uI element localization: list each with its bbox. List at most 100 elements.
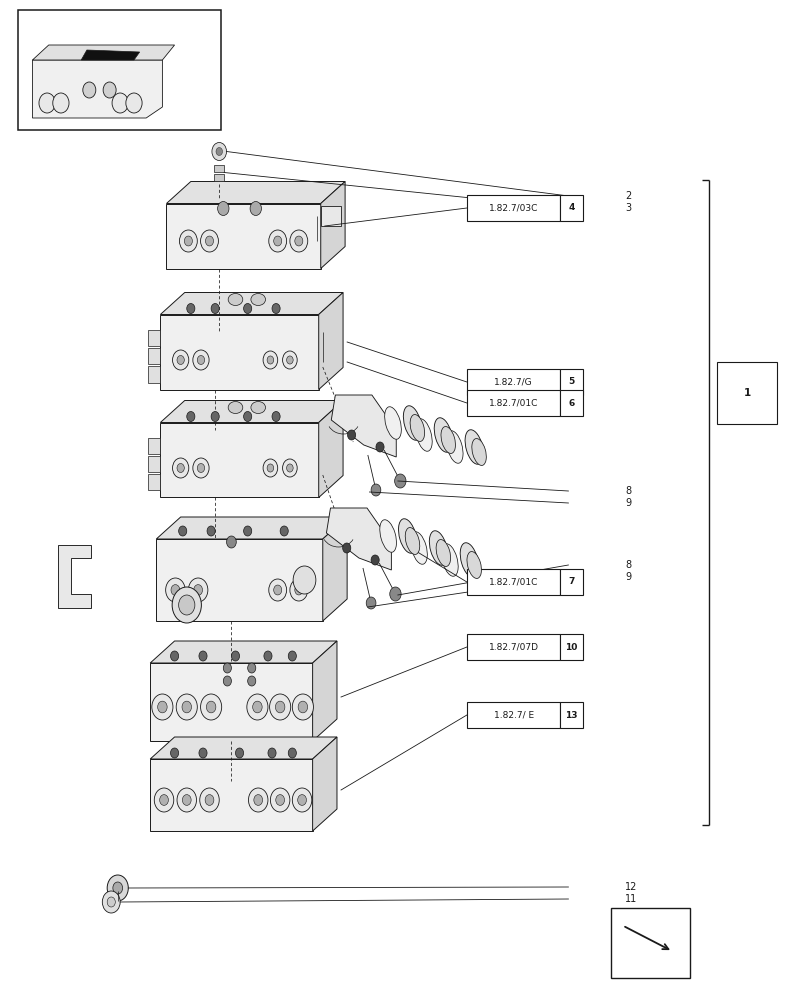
Circle shape (188, 578, 208, 602)
Circle shape (212, 142, 226, 160)
Text: 6: 6 (568, 398, 574, 408)
Circle shape (172, 458, 188, 478)
Ellipse shape (228, 294, 242, 306)
Circle shape (282, 459, 297, 477)
Polygon shape (156, 517, 346, 539)
Ellipse shape (429, 531, 447, 565)
Circle shape (292, 694, 313, 720)
Polygon shape (318, 292, 342, 389)
FancyBboxPatch shape (160, 422, 318, 497)
Circle shape (172, 587, 201, 623)
Circle shape (177, 788, 196, 812)
Circle shape (280, 526, 288, 536)
Circle shape (293, 566, 315, 594)
Circle shape (250, 202, 261, 216)
Text: 3: 3 (624, 203, 631, 213)
FancyBboxPatch shape (148, 456, 161, 472)
Polygon shape (81, 50, 139, 60)
Ellipse shape (405, 528, 419, 554)
FancyBboxPatch shape (150, 759, 312, 831)
Circle shape (247, 694, 268, 720)
Circle shape (199, 748, 207, 758)
Circle shape (200, 788, 219, 812)
Circle shape (294, 585, 303, 595)
Ellipse shape (446, 431, 462, 463)
FancyBboxPatch shape (560, 390, 582, 416)
Circle shape (290, 579, 307, 601)
Text: 11: 11 (624, 894, 637, 904)
Circle shape (268, 230, 286, 252)
Circle shape (371, 555, 379, 565)
Circle shape (243, 412, 251, 422)
Text: 9: 9 (624, 572, 631, 582)
Ellipse shape (398, 519, 416, 553)
Circle shape (211, 412, 219, 422)
FancyBboxPatch shape (148, 348, 161, 364)
Circle shape (243, 526, 251, 536)
Circle shape (247, 663, 255, 673)
FancyBboxPatch shape (466, 369, 560, 395)
Circle shape (170, 651, 178, 661)
Circle shape (286, 464, 293, 472)
Text: 1: 1 (743, 388, 749, 398)
Circle shape (375, 442, 384, 452)
Circle shape (275, 701, 285, 713)
Ellipse shape (466, 552, 481, 578)
Polygon shape (312, 641, 337, 741)
FancyBboxPatch shape (560, 195, 582, 221)
Polygon shape (150, 737, 337, 759)
Polygon shape (312, 737, 337, 831)
Ellipse shape (384, 407, 401, 439)
Circle shape (192, 350, 208, 370)
Circle shape (267, 356, 273, 364)
Circle shape (268, 579, 286, 601)
Circle shape (263, 459, 277, 477)
Circle shape (113, 882, 122, 894)
FancyBboxPatch shape (560, 569, 582, 595)
Circle shape (226, 536, 236, 548)
Circle shape (200, 694, 221, 720)
Text: 10: 10 (564, 643, 577, 652)
Polygon shape (160, 292, 342, 314)
Text: 1.82.7/G: 1.82.7/G (494, 377, 532, 386)
Circle shape (53, 93, 69, 113)
Text: 1.82.7/07D: 1.82.7/07D (488, 643, 538, 652)
Ellipse shape (403, 406, 421, 440)
Circle shape (298, 795, 306, 805)
Text: 9: 9 (624, 498, 631, 508)
Text: 13: 13 (564, 710, 577, 720)
Circle shape (223, 676, 231, 686)
Circle shape (154, 788, 174, 812)
Circle shape (192, 458, 208, 478)
FancyBboxPatch shape (156, 539, 322, 621)
Circle shape (269, 694, 290, 720)
Circle shape (107, 875, 128, 901)
Polygon shape (322, 517, 346, 621)
Circle shape (107, 897, 115, 907)
FancyBboxPatch shape (214, 165, 224, 172)
Polygon shape (320, 206, 341, 226)
Text: 1.82.7/03C: 1.82.7/03C (488, 204, 538, 213)
Polygon shape (331, 395, 396, 457)
Ellipse shape (460, 543, 478, 577)
Circle shape (270, 788, 290, 812)
Circle shape (177, 356, 184, 364)
Circle shape (207, 526, 215, 536)
Circle shape (217, 202, 229, 216)
Text: 1.82.7/ E: 1.82.7/ E (493, 710, 533, 720)
Circle shape (200, 230, 218, 252)
Circle shape (179, 230, 197, 252)
Text: 4: 4 (568, 204, 574, 213)
FancyBboxPatch shape (166, 204, 320, 268)
Ellipse shape (434, 418, 452, 452)
Ellipse shape (436, 540, 450, 566)
FancyBboxPatch shape (150, 663, 312, 741)
Circle shape (157, 701, 167, 713)
FancyBboxPatch shape (160, 314, 318, 389)
Ellipse shape (410, 415, 424, 441)
Circle shape (243, 304, 251, 314)
Circle shape (292, 788, 311, 812)
Circle shape (254, 795, 262, 805)
Circle shape (103, 82, 116, 98)
FancyBboxPatch shape (148, 366, 161, 382)
